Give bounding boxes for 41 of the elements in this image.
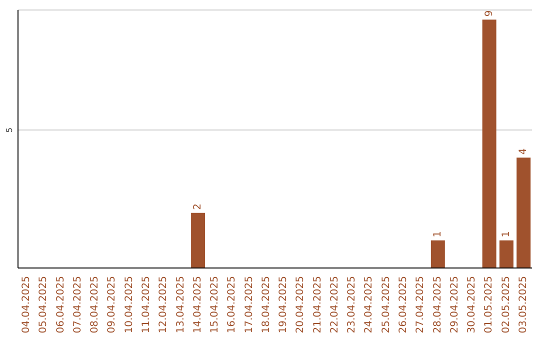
x-tick-label: 23.04.2025 (346, 276, 358, 334)
x-tick-label: 14.04.2025 (192, 276, 204, 334)
x-tick-label: 20.04.2025 (295, 276, 306, 334)
x-tick-label: 16.04.2025 (226, 276, 238, 334)
bar (482, 20, 496, 268)
x-tick-label: 09.04.2025 (106, 276, 118, 334)
x-tick-label: 06.04.2025 (55, 276, 66, 334)
x-tick-label: 27.04.2025 (415, 276, 426, 334)
x-tick-label: 11.04.2025 (141, 276, 152, 334)
bar (191, 212, 206, 268)
x-tick-label: 24.04.2025 (364, 276, 375, 334)
x-tick-label: 03.05.2025 (518, 276, 529, 334)
x-tick-label: 26.04.2025 (398, 276, 409, 334)
y-tick-label: 5 (5, 127, 14, 133)
x-tick-label: 19.04.2025 (278, 276, 290, 334)
x-tick-label: 08.04.2025 (90, 276, 101, 334)
x-tick-label: 21.04.2025 (312, 276, 324, 334)
x-tick-label: 22.04.2025 (329, 276, 340, 334)
bar (499, 240, 514, 268)
x-tick-label: 30.04.2025 (466, 276, 478, 334)
bar (516, 158, 531, 268)
bar (430, 240, 445, 268)
data-label: 4 (518, 148, 530, 155)
data-label: 9 (484, 10, 495, 17)
x-tick-label: 15.04.2025 (210, 276, 221, 334)
x-tick-label: 28.04.2025 (432, 276, 444, 334)
x-tick-label: 04.04.2025 (21, 276, 32, 334)
x-tick-label: 10.04.2025 (124, 276, 135, 334)
x-tick-label: 25.04.2025 (380, 276, 392, 334)
data-label: 1 (500, 231, 512, 238)
x-tick-label: 02.05.2025 (500, 276, 512, 334)
x-tick-label: 05.04.2025 (38, 276, 50, 334)
x-tick-label: 01.05.2025 (484, 276, 495, 334)
x-tick-label: 12.04.2025 (158, 276, 170, 334)
x-tick-label: 29.04.2025 (449, 276, 460, 334)
x-tick-label: 07.04.2025 (72, 276, 84, 334)
x-tick-label: 13.04.2025 (175, 276, 186, 334)
data-label: 1 (432, 231, 444, 238)
x-tick-label: 18.04.2025 (260, 276, 272, 334)
x-tick-label: 17.04.2025 (244, 276, 255, 334)
data-label: 2 (192, 203, 204, 210)
